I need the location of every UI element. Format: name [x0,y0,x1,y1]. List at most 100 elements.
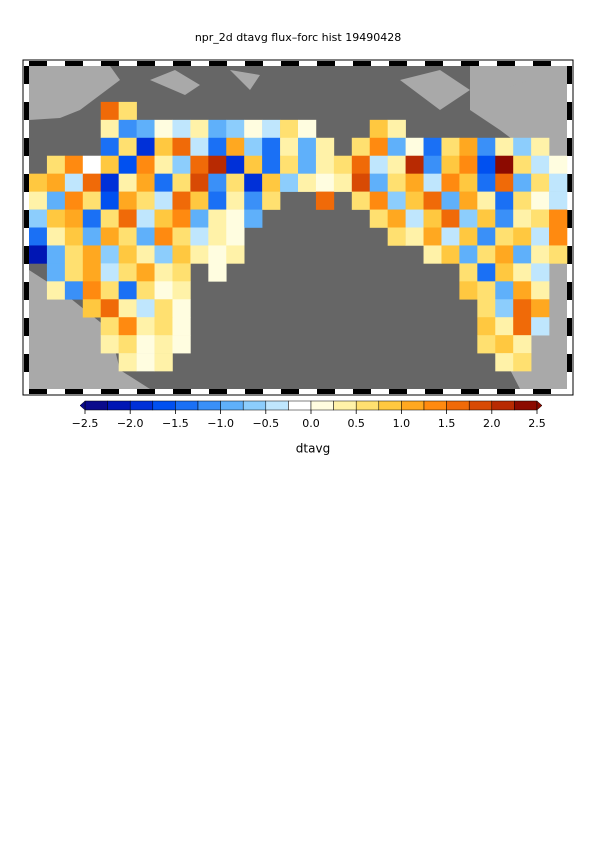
border-block [389,389,407,394]
cell [172,119,191,139]
cell [333,155,353,174]
asia-coast [29,270,150,389]
cell [244,137,263,157]
border-block [567,102,572,120]
cell [531,137,550,157]
cell [495,335,514,354]
border-block [24,372,29,389]
cell [29,191,48,210]
border-block [567,246,572,264]
border-block [209,61,227,66]
cell [531,299,550,318]
cell [118,245,137,264]
border-block [227,61,245,66]
cell [531,155,550,174]
border-block [29,61,47,66]
cell [477,281,496,300]
border-block [119,61,137,66]
cell [244,173,263,192]
colorbar-segment [355,400,380,411]
border-block [567,354,572,372]
cell [459,137,478,157]
cell [154,353,173,372]
border-block [567,66,572,84]
colorbar-segment [197,400,221,411]
cell [226,173,245,192]
border-block [101,61,119,66]
cell [154,263,173,282]
border-block [371,61,389,66]
cell [513,173,532,192]
cell [118,317,137,336]
border-block [24,174,29,192]
border-block [83,61,101,66]
border-block [24,120,29,138]
cell [154,317,173,336]
cell [136,209,155,228]
cell [118,101,137,121]
cell [46,281,66,300]
cell [244,155,263,174]
border-block [567,336,572,354]
cell [82,209,102,228]
border-block [155,61,173,66]
border-block [335,61,353,66]
border-block [24,156,29,174]
cell [477,137,496,157]
cell [154,299,173,318]
cell [513,281,532,300]
cell [513,227,532,246]
cell [190,119,209,139]
border-block [299,61,317,66]
cell [549,209,568,228]
colorbar-segment [242,400,267,411]
cell [459,209,478,228]
cell [369,119,388,139]
cell [477,191,496,210]
cell [226,191,245,210]
border-block [24,282,29,300]
colorbar-segment [310,400,334,411]
cell [172,209,191,228]
cell [405,173,424,192]
cell [244,119,263,139]
cell [136,263,155,282]
cell [29,209,48,228]
border-block [47,61,65,66]
border-block [551,389,567,394]
border-block [24,210,29,228]
cell [477,155,496,174]
cell [280,155,299,174]
cell [190,173,209,192]
border-block [227,389,245,394]
border-block [353,61,371,66]
border-block [137,389,155,394]
cell [118,173,137,192]
cell [477,209,496,228]
border-block [567,84,572,102]
cell [190,245,209,264]
arctic-islands [150,70,260,95]
cell [477,245,496,264]
cell [118,191,137,210]
colorbar-tick-label: 1.0 [393,417,411,430]
border-block [533,61,551,66]
border-block [281,61,299,66]
colorbar-tick-label: 0.5 [347,417,365,430]
cell [405,191,424,210]
cell [172,245,191,264]
cell [513,299,532,318]
border-block [245,61,263,66]
cell [82,227,102,246]
cell [100,245,119,264]
cell [64,155,84,174]
colorbar-segment [333,400,357,411]
cell [298,137,317,157]
cell [136,173,155,192]
colorbar-segment [175,400,199,411]
border-block [425,61,443,66]
cell [136,137,155,157]
cell [82,263,102,282]
cell [298,155,317,174]
border-block [24,66,29,84]
